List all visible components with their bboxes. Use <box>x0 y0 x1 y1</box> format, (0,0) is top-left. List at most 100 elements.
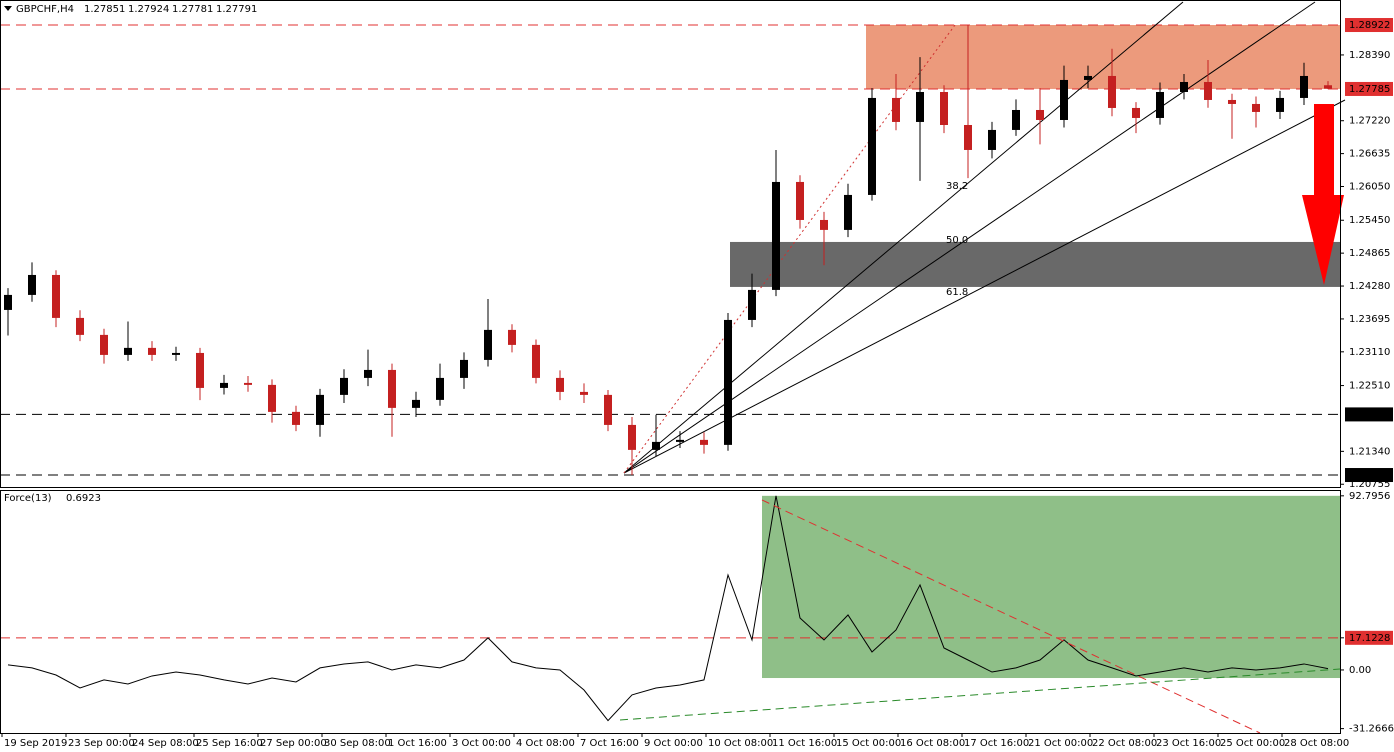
x-tick-label: 19 Sep 2019 <box>4 738 67 749</box>
y-tick-label: -31.2666 <box>1349 724 1394 735</box>
x-tick-label: 30 Sep 08:00 <box>324 738 391 749</box>
level-label: 1.21997 <box>1349 409 1390 420</box>
x-tick-label: 28 Oct 08:00 <box>1284 738 1349 749</box>
candle-body <box>316 394 324 425</box>
candle-body <box>1084 75 1092 80</box>
candle-body <box>292 411 300 425</box>
candle-body <box>1060 79 1068 120</box>
candle-body <box>940 91 948 125</box>
candle-body <box>220 382 228 388</box>
candle-body <box>1132 107 1140 118</box>
level-label: 1.27785 <box>1349 84 1390 95</box>
candle-body <box>1012 109 1020 130</box>
candle-body <box>868 97 876 195</box>
force-trendlines <box>619 499 1341 734</box>
candle-body <box>604 394 612 425</box>
indicator-name: Force(13) <box>4 493 52 504</box>
x-tick-label: 27 Sep 00:00 <box>260 738 327 749</box>
candle-body <box>460 359 468 378</box>
fan-line <box>623 1 1184 474</box>
candle-body <box>628 424 636 450</box>
x-tick-label: 11 Oct 16:00 <box>772 738 837 749</box>
zones <box>730 25 1340 679</box>
y-tick-label: 1.23695 <box>1349 314 1390 325</box>
y-tick-label: 1.24280 <box>1349 281 1390 292</box>
y-tick-label: 0.00 <box>1349 665 1371 676</box>
candle-body <box>172 352 180 355</box>
candle-body <box>532 344 540 378</box>
x-tick-label: 4 Oct 08:00 <box>516 738 575 749</box>
fan-line <box>623 99 1346 474</box>
candle-body <box>412 399 420 408</box>
candle-body <box>436 377 444 400</box>
candle-body <box>556 377 564 392</box>
main-frame <box>0 0 1341 488</box>
candle-body <box>196 352 204 388</box>
force-line <box>7 495 1329 722</box>
candle-body <box>4 294 12 310</box>
x-tick-label: 7 Oct 16:00 <box>580 738 639 749</box>
candle-body <box>796 181 804 220</box>
y-tick-label: 1.28390 <box>1349 50 1390 61</box>
header-icon <box>4 6 12 11</box>
candle-body <box>700 439 708 445</box>
x-tick-label: 16 Oct 08:00 <box>900 738 965 749</box>
candle-body <box>268 384 276 412</box>
zone <box>762 495 1340 679</box>
fib-label: 61.8 <box>946 287 968 298</box>
candle-body <box>1180 81 1188 92</box>
level-box <box>1345 18 1393 33</box>
y-tick-label: 1.24865 <box>1349 248 1390 259</box>
x-tick-label: 3 Oct 00:00 <box>452 738 511 749</box>
candle-body <box>124 347 132 355</box>
ohlc-low: 1.27781 <box>172 4 213 15</box>
y-tick-label: 92.7956 <box>1349 491 1390 502</box>
level-box <box>1345 630 1393 645</box>
force-pane <box>7 495 1329 722</box>
y-tick-label: 1.25450 <box>1349 215 1390 226</box>
level-label: 1.28922 <box>1349 20 1390 31</box>
x-tick-label: 15 Oct 00:00 <box>836 738 901 749</box>
candle-body <box>1276 97 1284 112</box>
candle-body <box>244 382 252 385</box>
level-label: 17.1228 <box>1349 633 1390 644</box>
candle-body <box>916 91 924 122</box>
y-tick-label: 1.22510 <box>1349 381 1390 392</box>
candle-body <box>1324 85 1332 89</box>
candle-body <box>484 329 492 360</box>
candle-body <box>892 97 900 122</box>
y-tick-label: 1.21340 <box>1349 446 1390 457</box>
y-tick-label: 1.27220 <box>1349 116 1390 127</box>
ohlc-close: 1.27791 <box>216 4 257 15</box>
indicator-value: 0.6923 <box>66 493 101 504</box>
candle-body <box>844 194 852 230</box>
candle-body <box>148 347 156 355</box>
x-tick-label: 9 Oct 00:00 <box>644 738 703 749</box>
candle-body <box>724 319 732 445</box>
axes: 1.28390 1.27220 1.26635 1.26050 1.25450 1.248… <box>1 18 1394 749</box>
candle-body <box>100 334 108 355</box>
candle-body <box>28 274 36 295</box>
force-frame <box>0 490 1341 734</box>
ohlc-open: 1.27851 <box>84 4 125 15</box>
y-tick-label: 1.23110 <box>1349 347 1390 358</box>
candle-body <box>1252 103 1260 112</box>
level-label: 1.20919 <box>1349 470 1390 481</box>
candle-body <box>1228 99 1236 104</box>
fib-label: 50.0 <box>946 235 968 246</box>
level-box <box>1345 81 1393 96</box>
x-tick-label: 22 Oct 08:00 <box>1092 738 1157 749</box>
candle-body <box>1300 75 1308 98</box>
zone <box>730 241 1340 287</box>
trend-line <box>761 499 1261 734</box>
candle-body <box>76 317 84 335</box>
candle-body <box>652 441 660 450</box>
header: GBPCHF,H4 1.27851 1.27924 1.27781 1.2779… <box>4 4 257 504</box>
ohlc-high: 1.27924 <box>128 4 169 15</box>
x-tick-label: 1 Oct 16:00 <box>388 738 447 749</box>
x-tick-label: 25 Sep 16:00 <box>196 738 263 749</box>
candle-body <box>1036 109 1044 120</box>
candle-body <box>676 439 684 442</box>
y-tick-label: 1.20755 <box>1349 479 1390 490</box>
